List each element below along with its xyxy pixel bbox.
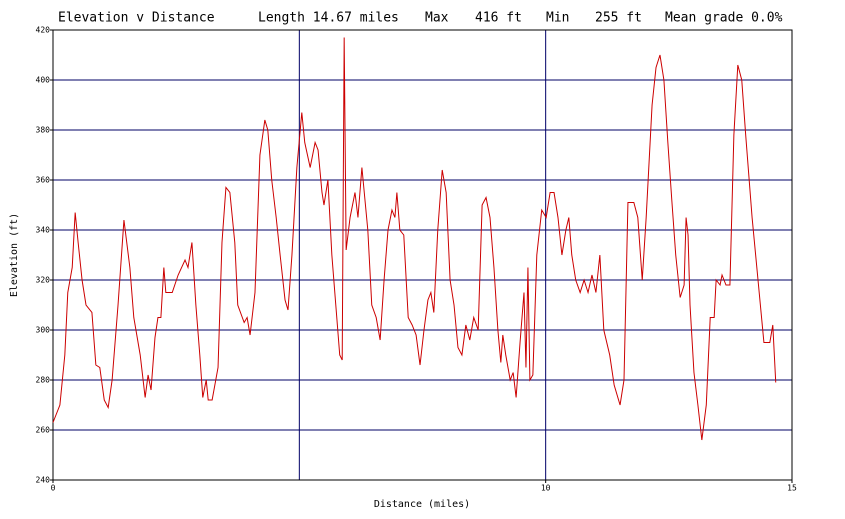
header-stat: Min	[546, 11, 569, 26]
x-tick-label: 15	[787, 484, 797, 493]
x-tick-label: 10	[541, 484, 551, 493]
y-tick-label: 400	[36, 76, 51, 85]
y-tick-label: 420	[36, 26, 51, 35]
x-tick-label: 0	[51, 484, 56, 493]
elevation-line	[52, 37, 777, 441]
chart-title: Elevation v Distance	[58, 11, 215, 26]
header-stat: Mean grade 0.0%	[665, 11, 783, 26]
y-tick-label: 240	[36, 476, 51, 485]
header-stat: 255 ft	[595, 11, 642, 26]
y-tick-label: 260	[36, 426, 51, 435]
header-stat: Max	[425, 11, 449, 26]
header-stat: 416 ft	[475, 11, 522, 26]
y-tick-label: 360	[36, 176, 51, 185]
plot-frame	[52, 29, 793, 481]
y-tick-label: 300	[36, 326, 51, 335]
y-tick-label: 380	[36, 126, 51, 135]
header-stat: Length 14.67 miles	[258, 11, 399, 26]
y-tick-label: 340	[36, 226, 51, 235]
x-axis-label: Distance (miles)	[374, 499, 470, 510]
y-tick-label: 280	[36, 376, 51, 385]
y-tick-label: 320	[36, 276, 51, 285]
y-axis-label: Elevation (ft)	[9, 213, 20, 297]
